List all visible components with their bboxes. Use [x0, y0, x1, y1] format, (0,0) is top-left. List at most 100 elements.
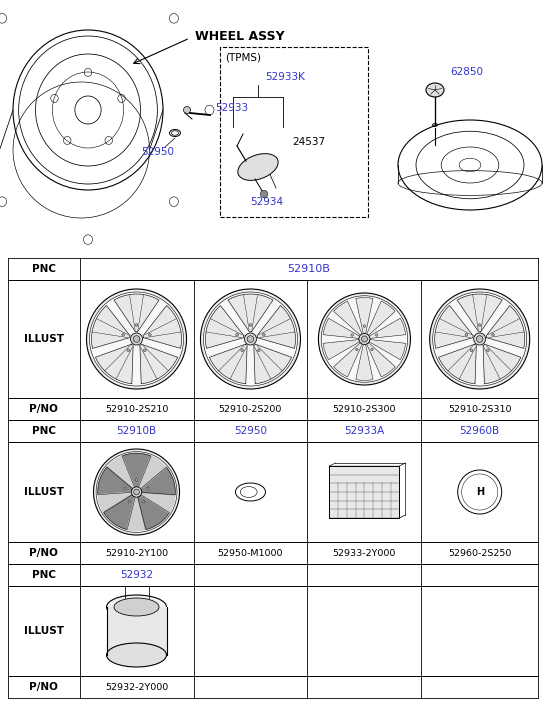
Ellipse shape	[426, 83, 444, 97]
Polygon shape	[98, 467, 133, 494]
Text: PNC: PNC	[32, 570, 56, 580]
Circle shape	[130, 333, 143, 345]
Polygon shape	[127, 497, 146, 531]
Circle shape	[144, 349, 146, 352]
Text: 52934: 52934	[250, 197, 283, 207]
Text: 52932-2Y000: 52932-2Y000	[105, 683, 168, 691]
Text: P/NO: P/NO	[29, 548, 58, 558]
Circle shape	[135, 479, 138, 481]
Bar	[106, 607, 167, 655]
Circle shape	[90, 292, 183, 386]
Circle shape	[359, 334, 370, 345]
Polygon shape	[257, 305, 295, 348]
Circle shape	[257, 349, 260, 352]
Polygon shape	[143, 305, 181, 348]
Circle shape	[477, 336, 483, 342]
Text: ILLUST: ILLUST	[24, 626, 64, 636]
Text: 52910-2S210: 52910-2S210	[105, 404, 168, 414]
Circle shape	[361, 336, 367, 342]
Circle shape	[183, 106, 191, 113]
Polygon shape	[209, 344, 247, 384]
Text: 52960B: 52960B	[460, 426, 500, 436]
Ellipse shape	[106, 643, 167, 667]
Text: PNC: PNC	[32, 264, 56, 274]
Circle shape	[135, 324, 138, 326]
Polygon shape	[486, 305, 525, 348]
Polygon shape	[138, 495, 169, 529]
Circle shape	[363, 325, 366, 327]
Text: 52910B: 52910B	[116, 426, 157, 436]
Text: ILLUST: ILLUST	[24, 487, 64, 497]
Circle shape	[132, 487, 141, 497]
Circle shape	[245, 333, 257, 345]
Circle shape	[134, 489, 139, 495]
Text: 52910-2S300: 52910-2S300	[333, 404, 396, 414]
Text: 52950: 52950	[141, 147, 175, 157]
Text: 62850: 62850	[450, 67, 483, 77]
Text: 52933K: 52933K	[265, 72, 305, 82]
Polygon shape	[107, 456, 135, 489]
Polygon shape	[139, 456, 166, 489]
Text: 24537: 24537	[292, 137, 325, 147]
Polygon shape	[334, 301, 362, 335]
Polygon shape	[98, 492, 132, 513]
Circle shape	[133, 336, 140, 342]
Text: 52933: 52933	[215, 103, 248, 113]
Circle shape	[351, 334, 353, 337]
Polygon shape	[140, 344, 177, 384]
Circle shape	[465, 333, 468, 336]
Ellipse shape	[114, 598, 159, 616]
Circle shape	[122, 333, 124, 336]
Text: 52910B: 52910B	[287, 264, 330, 274]
Circle shape	[371, 348, 373, 350]
Polygon shape	[228, 294, 273, 332]
Circle shape	[474, 333, 486, 345]
Ellipse shape	[432, 124, 437, 126]
Circle shape	[355, 348, 358, 350]
Text: 52950-M1000: 52950-M1000	[218, 548, 283, 558]
Circle shape	[86, 289, 187, 389]
Circle shape	[430, 289, 530, 389]
Text: WHEEL ASSY: WHEEL ASSY	[195, 30, 285, 43]
Polygon shape	[254, 344, 292, 384]
Polygon shape	[122, 454, 151, 487]
Text: 52933A: 52933A	[345, 426, 384, 436]
Circle shape	[143, 500, 145, 503]
Polygon shape	[205, 305, 244, 348]
Text: 52910-2S200: 52910-2S200	[219, 404, 282, 414]
Polygon shape	[367, 342, 395, 377]
Text: 52910-2Y100: 52910-2Y100	[105, 548, 168, 558]
Circle shape	[200, 289, 300, 389]
Ellipse shape	[238, 153, 278, 180]
Bar	[220, 47, 368, 217]
Polygon shape	[483, 344, 521, 384]
Text: 52910-2S310: 52910-2S310	[448, 404, 512, 414]
Polygon shape	[356, 297, 373, 334]
Bar	[329, 466, 400, 518]
Circle shape	[96, 451, 177, 532]
Circle shape	[376, 334, 378, 337]
Polygon shape	[323, 340, 360, 360]
Text: PNC: PNC	[32, 426, 56, 436]
Text: P/NO: P/NO	[29, 682, 58, 692]
Circle shape	[478, 324, 481, 326]
Circle shape	[470, 349, 473, 352]
Circle shape	[236, 333, 239, 336]
Polygon shape	[92, 305, 130, 348]
Polygon shape	[96, 344, 133, 384]
Circle shape	[147, 487, 149, 489]
Circle shape	[249, 324, 252, 326]
Circle shape	[486, 349, 489, 352]
Circle shape	[260, 190, 268, 198]
Circle shape	[93, 449, 180, 535]
Polygon shape	[104, 495, 135, 529]
Circle shape	[128, 500, 130, 503]
Polygon shape	[367, 301, 395, 335]
Circle shape	[432, 292, 527, 386]
Circle shape	[263, 333, 265, 336]
Polygon shape	[438, 344, 476, 384]
Circle shape	[321, 296, 408, 382]
Ellipse shape	[106, 595, 167, 619]
Text: 52932: 52932	[120, 570, 153, 580]
Text: P/NO: P/NO	[29, 404, 58, 414]
